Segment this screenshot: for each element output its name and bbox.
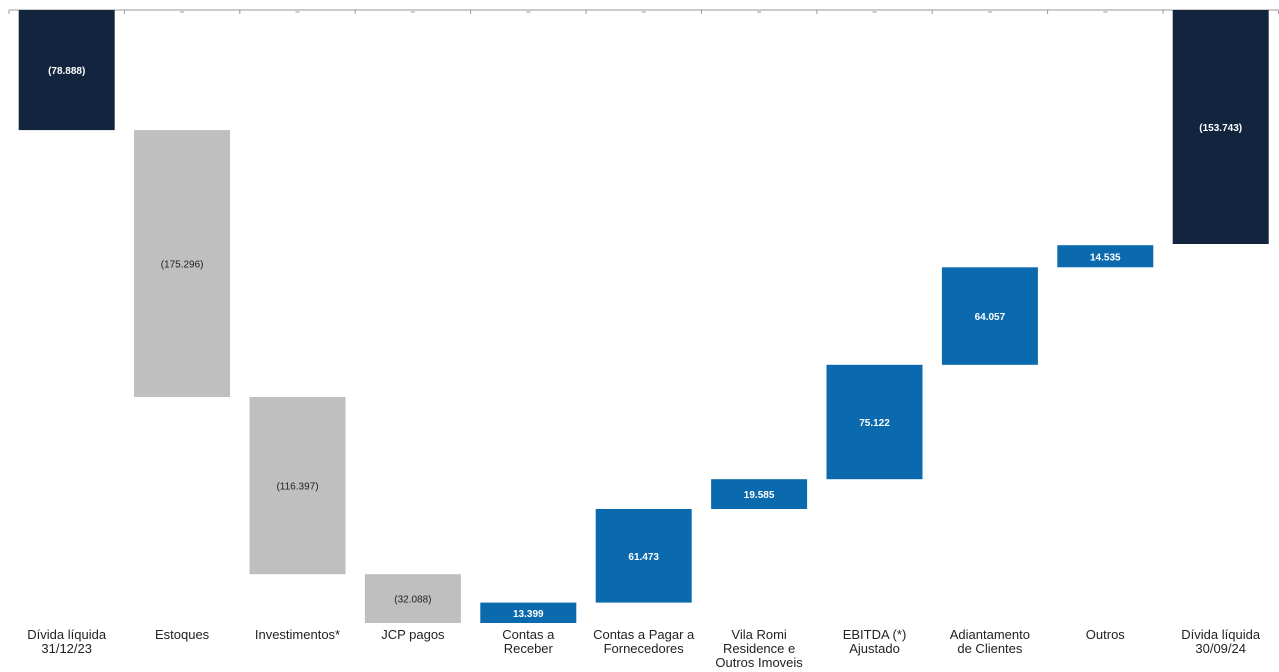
category-label: JCP pagos (381, 627, 445, 642)
waterfall-bar (941, 267, 1038, 365)
bar-data-label: (32.088) (394, 595, 431, 606)
category-label: EBITDA (*) Ajustado (842, 627, 907, 656)
waterfall-bar (134, 130, 231, 397)
waterfall-bar (595, 509, 692, 603)
category-label: Investimentos* (254, 627, 341, 642)
waterfall-bar (18, 10, 115, 131)
bar-data-label: 13.399 (513, 609, 544, 620)
waterfall-bar (826, 364, 923, 480)
bar-data-label: 75.122 (859, 418, 890, 429)
category-label: Contas a Receber (502, 627, 555, 656)
bar-data-label: 14.535 (1090, 252, 1121, 263)
category-label: Estoques (154, 627, 210, 642)
category-label: Outros (1085, 627, 1125, 642)
waterfall-bar (364, 574, 461, 623)
bar-data-label: 61.473 (628, 552, 659, 563)
category-label: Dívida líquida 30/09/24 (1181, 627, 1261, 656)
bar-data-label: 64.057 (975, 312, 1006, 323)
bar-data-label: (175.296) (161, 260, 204, 271)
waterfall-bar (1057, 245, 1154, 268)
bar-data-label: 19.585 (744, 490, 775, 501)
category-label: Vila Romi Residence e Outros Imoveis (715, 627, 803, 670)
waterfall-bar (1172, 10, 1269, 244)
category-label: Dívida líquida 31/12/23 (27, 627, 107, 656)
bar-data-label: (116.397) (276, 482, 318, 493)
waterfall-bar (480, 602, 577, 623)
waterfall-bar (249, 397, 346, 575)
bar-data-label: (153.743) (1199, 123, 1242, 134)
category-label: Adiantamento de Clientes (949, 627, 1030, 656)
waterfall-bar (711, 479, 808, 509)
bar-data-label: (78.888) (48, 66, 85, 77)
category-label: Contas a Pagar a Fornecedores (593, 627, 695, 656)
